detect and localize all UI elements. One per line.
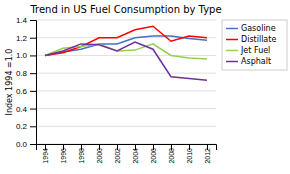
x-tick: 1998 <box>78 144 85 164</box>
x-tick: 2006 <box>150 144 157 164</box>
series-line <box>45 42 207 80</box>
legend: Gasoline Distillate Jet Fuel Asphalt <box>222 20 287 70</box>
y-tick: 1.2 <box>16 34 36 43</box>
x-tick-label: 2008 <box>168 148 175 164</box>
y-tick-mark <box>30 55 36 56</box>
y-tick-mark <box>30 144 36 145</box>
legend-item: Distillate <box>226 35 276 44</box>
y-tick-mark <box>30 91 36 92</box>
x-tick-label: 1996 <box>60 148 67 164</box>
legend-label: Asphalt <box>241 57 271 66</box>
grid-line <box>36 108 216 109</box>
x-tick: 2002 <box>114 144 121 164</box>
grid-line <box>36 73 216 74</box>
x-tick: 2010 <box>186 144 193 164</box>
y-tick: 0.8 <box>16 69 36 78</box>
legend-item: Jet Fuel <box>226 46 270 55</box>
x-tick: 2012 <box>204 144 211 164</box>
x-tick: 2004 <box>132 144 139 164</box>
x-tick-label: 2000 <box>96 148 103 164</box>
y-tick: 0.4 <box>16 105 36 114</box>
x-tick: 2000 <box>96 144 103 164</box>
legend-swatch <box>226 28 238 30</box>
legend-item: Gasoline <box>226 24 276 33</box>
title: Trend in US Fuel Consumption by Type <box>29 4 221 15</box>
x-tick: 1996 <box>60 144 67 164</box>
grid-line <box>36 55 216 56</box>
legend-swatch <box>226 61 238 63</box>
y-tick: 1.4 <box>16 16 36 25</box>
y-tick-label: 0.8 <box>16 69 28 78</box>
y-tick-mark <box>30 38 36 39</box>
y-tick: 0.6 <box>16 87 36 96</box>
x-tick-label: 1998 <box>78 148 85 164</box>
legend-frame <box>222 20 287 70</box>
legend-swatch <box>226 39 238 41</box>
y-tick-label: 1.0 <box>16 51 28 60</box>
x-axis: 1994 1996 1998 2000 2002 2004 2006 2008 2010 2012 <box>37 144 217 164</box>
grid-line <box>36 90 216 91</box>
x-tick: 1994 <box>42 144 49 164</box>
y-tick: 0.2 <box>16 122 36 131</box>
y-axis-line <box>30 21 37 145</box>
y-tick-mark <box>30 20 36 21</box>
x-tick-label: 2010 <box>186 148 193 164</box>
y-tick: 1.0 <box>16 51 36 60</box>
y-tick-label: 1.2 <box>16 34 28 43</box>
chart: 0.0 0.2 0.4 0.6 0.8 1.0 1.2 1.4 1994 1996 1998 2000… <box>0 0 290 174</box>
x-tick-label: 2004 <box>132 148 139 164</box>
y-tick: 0.0 <box>16 140 36 149</box>
lines <box>45 26 207 80</box>
x-tick-label: 1994 <box>42 148 49 164</box>
x-tick-label: 2012 <box>204 148 211 164</box>
x-tick-label: 2006 <box>150 148 157 164</box>
y-tick-label: 0.6 <box>16 87 28 96</box>
plot-area: 0.0 0.2 0.4 0.6 0.8 1.0 1.2 1.4 1994 1996 1998 2000… <box>16 16 217 164</box>
grid <box>36 20 216 144</box>
y-tick-mark <box>30 126 36 127</box>
legend-label: Jet Fuel <box>240 46 270 55</box>
legend-item: Asphalt <box>226 57 271 66</box>
legend-label: Gasoline <box>241 24 276 33</box>
y-tick-mark <box>30 109 36 110</box>
legend-label: Distillate <box>241 35 276 44</box>
y-tick-label: 0.0 <box>16 140 28 149</box>
y-tick-label: 0.4 <box>16 105 28 114</box>
y-axis: 0.0 0.2 0.4 0.6 0.8 1.0 1.2 1.4 <box>16 16 37 149</box>
x-tick: 2008 <box>168 144 175 164</box>
grid-line <box>36 20 216 21</box>
x-tick-label: 2002 <box>114 148 121 164</box>
y-tick-label: 0.2 <box>16 122 28 131</box>
series-line <box>45 36 207 55</box>
y-axis-title: Index 1994 =1.0 <box>5 49 14 116</box>
y-tick-label: 1.4 <box>16 16 28 25</box>
legend-swatch <box>226 50 238 52</box>
grid-line <box>36 126 216 127</box>
y-tick-mark <box>30 73 36 74</box>
